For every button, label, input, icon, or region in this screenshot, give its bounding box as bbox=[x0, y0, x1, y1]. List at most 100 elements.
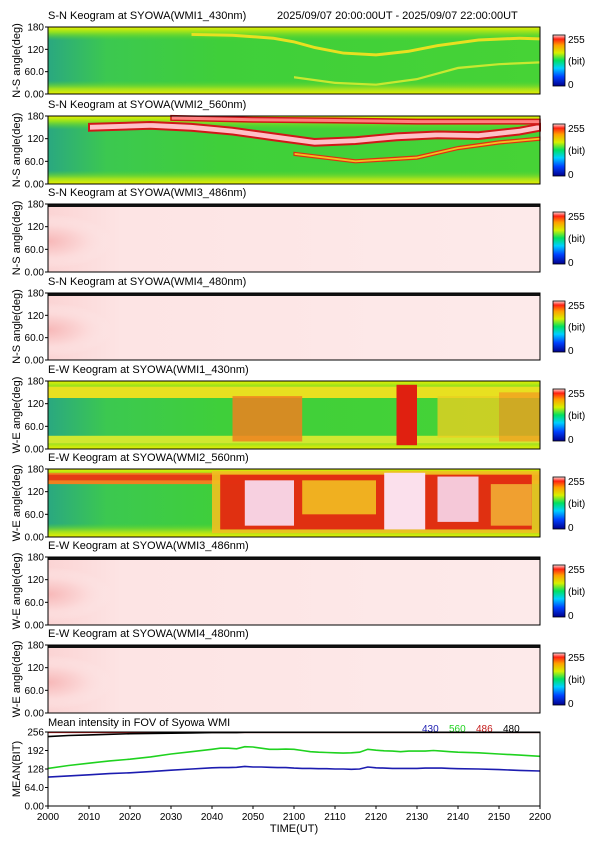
colorbar-unit-label: (bit) bbox=[568, 411, 585, 422]
y-tick-label: 60.0 bbox=[25, 422, 45, 433]
y-tick-label: 60.0 bbox=[25, 686, 45, 697]
colorbar-unit-label: (bit) bbox=[568, 587, 585, 598]
colorbar-gradient bbox=[552, 300, 566, 353]
y-tick-label: 0.00 bbox=[25, 533, 45, 544]
aurora-patch bbox=[437, 396, 499, 438]
colorbar-max-label: 255 bbox=[568, 565, 585, 576]
keogram-title: E-W Keogram at SYOWA(WMI3_486nm) bbox=[48, 540, 249, 552]
y-tick-label: 120 bbox=[27, 575, 44, 586]
y-tick-label: 60.0 bbox=[25, 245, 45, 256]
y-tick-label: 120 bbox=[27, 222, 44, 233]
aurora-band bbox=[48, 386, 540, 398]
chart-title: Mean intensity in FOV of Syowa WMI bbox=[48, 717, 230, 729]
colorbar-unit-label: (bit) bbox=[568, 323, 585, 334]
colorbar-min-label: 0 bbox=[568, 435, 574, 446]
y-tick-label: 120 bbox=[27, 487, 44, 498]
y-tick-label: 180 bbox=[27, 200, 44, 211]
keogram-panel-1: S-N Keogram at SYOWA(WMI1_430nm) 180 120 60… bbox=[11, 10, 585, 101]
colorbar-unit-label: (bit) bbox=[568, 234, 585, 245]
y-tick-label: 256 bbox=[27, 728, 44, 739]
aurora-patch bbox=[384, 472, 426, 530]
y-tick-label: 0.00 bbox=[25, 90, 45, 101]
aurora-patch bbox=[490, 484, 532, 526]
colorbar-min-label: 0 bbox=[568, 170, 574, 181]
colorbar: 255 (bit) 0 bbox=[552, 476, 585, 534]
legend-entry-486: 486 bbox=[476, 724, 493, 735]
y-tick-label: 120 bbox=[27, 399, 44, 410]
x-axis-label: TIME(UT) bbox=[270, 823, 318, 835]
keogram-panel-2: S-N Keogram at SYOWA(WMI2_560nm) 180 120 60… bbox=[11, 99, 585, 191]
keogram-frame bbox=[47, 26, 541, 95]
aurora-patch bbox=[437, 476, 479, 522]
colorbar: 255 (bit) 0 bbox=[552, 211, 585, 269]
y-tick-label: 120 bbox=[27, 134, 44, 145]
keogram-left-glow bbox=[48, 645, 208, 713]
colorbar-max-label: 255 bbox=[568, 212, 585, 223]
colorbar: 255 (bit) 0 bbox=[552, 300, 585, 357]
keogram-title: E-W Keogram at SYOWA(WMI4_480nm) bbox=[48, 628, 249, 640]
keogram-top-edge bbox=[48, 293, 540, 296]
x-tick-label: 2140 bbox=[447, 812, 470, 823]
colorbar-max-label: 255 bbox=[568, 124, 585, 135]
aurora-patch bbox=[302, 480, 376, 515]
y-axis-label: MEAN(BIT) bbox=[11, 741, 23, 797]
keogram-frame bbox=[47, 115, 541, 185]
keogram-panel-7: E-W Keogram at SYOWA(WMI3_486nm) 180 120 60… bbox=[11, 540, 585, 632]
y-tick-label: 180 bbox=[27, 112, 44, 123]
colorbar-min-label: 0 bbox=[568, 611, 574, 622]
y-tick-label: 128 bbox=[27, 765, 44, 776]
y-tick-label: 0.00 bbox=[25, 621, 45, 632]
keogram-left-glow bbox=[48, 557, 208, 625]
colorbar: 255 (bit) 0 bbox=[552, 34, 585, 91]
keogram-left-glow bbox=[48, 204, 208, 272]
y-tick-label: 0.00 bbox=[25, 445, 45, 456]
keogram-panel-4: S-N Keogram at SYOWA(WMI4_480nm) 180 120 60… bbox=[11, 276, 585, 367]
keogram-frame bbox=[47, 203, 541, 273]
y-tick-label: 60.0 bbox=[25, 157, 45, 168]
colorbar-min-label: 0 bbox=[568, 80, 574, 91]
x-tick-label: 2040 bbox=[201, 812, 224, 823]
keogram-panel-6: E-W Keogram at SYOWA(WMI2_560nm) 180 120 60… bbox=[11, 452, 585, 544]
aurora-patch bbox=[499, 392, 540, 442]
colorbar-min-label: 0 bbox=[568, 346, 574, 357]
y-tick-label: 180 bbox=[27, 377, 44, 388]
keogram-title: S-N Keogram at SYOWA(WMI2_560nm) bbox=[48, 99, 246, 111]
colorbar-gradient bbox=[552, 564, 566, 618]
keogram-title: S-N Keogram at SYOWA(WMI4_480nm) bbox=[48, 276, 246, 288]
colorbar-unit-label: (bit) bbox=[568, 499, 585, 510]
y-axis-label: W-E angle(deg) bbox=[11, 641, 23, 718]
x-tick-label: 2030 bbox=[160, 812, 183, 823]
colorbar-unit-label: (bit) bbox=[568, 146, 585, 157]
x-tick-label: 2110 bbox=[324, 812, 346, 823]
keogram-top-edge bbox=[48, 557, 540, 560]
keogram-frame bbox=[47, 380, 541, 450]
colorbar: 255 (bit) 0 bbox=[552, 123, 585, 181]
colorbar-gradient bbox=[552, 123, 566, 177]
aurora-arc bbox=[191, 33, 540, 57]
x-tick-label: 2120 bbox=[365, 812, 388, 823]
legend-entry-560: 560 bbox=[449, 724, 466, 735]
colorbar-gradient bbox=[552, 476, 566, 530]
colorbar-gradient bbox=[552, 652, 566, 706]
x-tick-label: 2010 bbox=[78, 812, 101, 823]
y-tick-label: 180 bbox=[27, 553, 44, 564]
keogram-top-edge bbox=[48, 645, 540, 648]
colorbar-min-label: 0 bbox=[568, 523, 574, 534]
keogram-frame bbox=[47, 644, 541, 714]
aurora-arc bbox=[294, 61, 540, 86]
colorbar-unit-label: (bit) bbox=[568, 57, 585, 68]
y-tick-label: 120 bbox=[27, 663, 44, 674]
y-tick-label: 60.0 bbox=[25, 598, 45, 609]
y-tick-label: 0.00 bbox=[25, 356, 45, 367]
colorbar-gradient bbox=[552, 211, 566, 265]
keogram-frame bbox=[47, 468, 541, 538]
x-tick-label: 2150 bbox=[488, 812, 511, 823]
colorbar-max-label: 255 bbox=[568, 389, 585, 400]
keogram-panel-8: E-W Keogram at SYOWA(WMI4_480nm) 180 120 60… bbox=[11, 628, 585, 720]
aurora-patch bbox=[232, 396, 303, 442]
chart-legend: 430 560 486 480 bbox=[422, 724, 520, 735]
keogram-left-glow bbox=[48, 293, 208, 360]
y-tick-label: 0.00 bbox=[25, 268, 45, 279]
y-axis-label: N-S angle(deg) bbox=[11, 23, 23, 98]
series-line-560 bbox=[47, 745, 541, 770]
